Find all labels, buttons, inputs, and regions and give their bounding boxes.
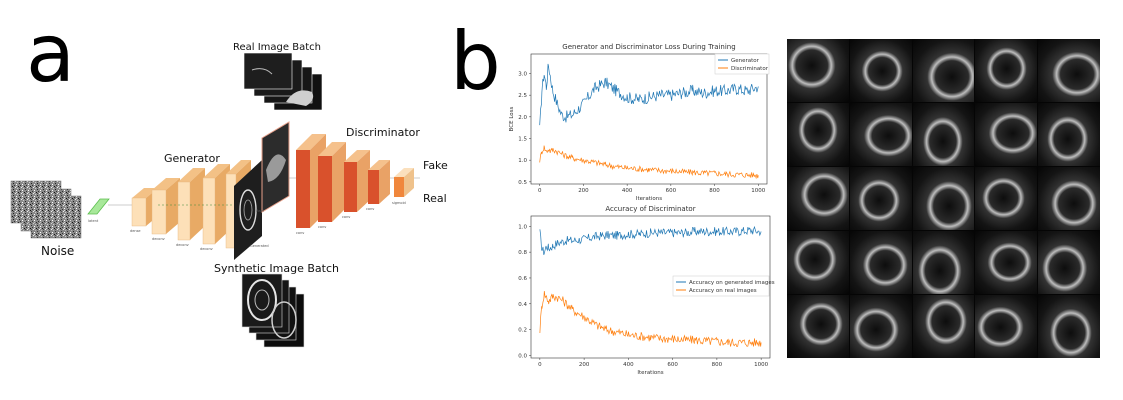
- panel-a-letter: a: [26, 7, 76, 100]
- series-line-1: [539, 225, 762, 256]
- chart-title: Accuracy of Discriminator: [605, 205, 695, 213]
- svg-text:conv: conv: [318, 225, 326, 229]
- generated-image-slab: Generated: [234, 160, 269, 260]
- generator-layers: dense deconv deconv deconv: [130, 160, 251, 251]
- svg-text:sigmoid: sigmoid: [392, 201, 406, 205]
- svg-text:conv: conv: [296, 231, 304, 235]
- x-tick-label: 800: [709, 188, 720, 194]
- y-tick-label: 1.5: [518, 137, 527, 143]
- generated-ultrasound-image: [912, 39, 975, 102]
- svg-text:conv: conv: [366, 207, 374, 211]
- x-axis-label: Iterations: [637, 370, 663, 376]
- generated-ultrasound-image: [787, 167, 849, 230]
- svg-text:conv: conv: [342, 215, 350, 219]
- generated-ultrasound-image: [1038, 231, 1100, 294]
- x-tick-label: 600: [667, 362, 678, 368]
- svg-text:Generated: Generated: [250, 244, 269, 248]
- generated-ultrasound-image: [912, 103, 975, 166]
- generated-ultrasound-image: [975, 103, 1038, 166]
- plot-frame: [530, 215, 771, 359]
- noise-label: Noise: [41, 244, 75, 258]
- svg-text:deconv: deconv: [200, 247, 213, 251]
- y-tick-label: 0.5: [518, 180, 527, 186]
- y-tick-label: 0.8: [518, 250, 527, 256]
- y-tick-label: 0.4: [518, 302, 527, 308]
- legend-box: [714, 53, 770, 75]
- generated-ultrasound-image: [787, 39, 849, 102]
- generated-ultrasound-image: [787, 103, 849, 166]
- accuracy-chart: Accuracy of Discriminator 0 200 400 600 800 10…: [518, 205, 775, 376]
- x-tick-label: 0: [538, 188, 542, 194]
- generated-ultrasound-image: [1038, 39, 1100, 102]
- chart-title: Generator and Discriminator Loss During …: [562, 43, 735, 51]
- generated-ultrasound-image: [849, 103, 912, 166]
- x-tick-label: 1000: [754, 362, 768, 368]
- generated-ultrasound-image: [849, 39, 912, 102]
- panel-b-letter: b: [450, 15, 501, 108]
- plot-frame: [530, 53, 768, 185]
- generated-ultrasound-image: [1038, 103, 1100, 166]
- y-axis-label: BCE Loss: [509, 106, 515, 131]
- generated-ultrasound-image: [1038, 295, 1100, 358]
- x-tick-label: 1000: [751, 188, 765, 194]
- real-image-batch-label: Real Image Batch: [233, 42, 321, 53]
- svg-text:deconv: deconv: [152, 237, 165, 241]
- svg-text:dense: dense: [130, 229, 141, 233]
- x-tick-label: 400: [622, 188, 633, 194]
- generator-label: Generator: [164, 152, 220, 165]
- generated-ultrasound-image: [849, 231, 912, 294]
- x-tick-label: 200: [579, 362, 590, 368]
- series-line-2: [539, 145, 759, 180]
- y-tick-label: 3.0: [518, 72, 527, 78]
- series-line-1: [539, 63, 759, 126]
- generated-ultrasound-grid: [787, 39, 1100, 358]
- generated-ultrasound-image: [975, 231, 1038, 294]
- generated-ultrasound-image: [849, 295, 912, 358]
- legend-box: [672, 275, 770, 297]
- x-tick-label: 0: [538, 362, 542, 368]
- x-tick-label: 600: [666, 188, 677, 194]
- gan-architecture-diagram: latent dense deconv deconv deconv Genera…: [10, 52, 420, 348]
- legend-entry: Accuracy on generated images: [689, 280, 775, 286]
- generated-ultrasound-image: [912, 231, 975, 294]
- real-image-slab: Real: [256, 121, 290, 213]
- generated-ultrasound-image: [1038, 167, 1100, 230]
- fake-output-label: Fake: [423, 159, 448, 172]
- y-tick-label: 0.0: [518, 353, 527, 359]
- svg-text:Real: Real: [256, 209, 264, 213]
- noise-image-stack: [10, 180, 82, 239]
- generated-ultrasound-image: [975, 167, 1038, 230]
- generated-ultrasound-image: [912, 295, 975, 358]
- x-tick-label: 800: [712, 362, 723, 368]
- x-tick-label: 200: [578, 188, 589, 194]
- y-tick-label: 2.0: [518, 115, 527, 121]
- discriminator-layers: conv conv conv conv sigmoid: [289, 134, 420, 235]
- generated-ultrasound-image: [849, 167, 912, 230]
- loss-chart: Generator and Discriminator Loss During …: [509, 43, 770, 202]
- legend-entry: Accuracy on real images: [689, 288, 757, 294]
- y-tick-label: 0.2: [518, 328, 527, 334]
- svg-text:deconv: deconv: [176, 243, 189, 247]
- legend-entry: Discriminator: [731, 66, 769, 72]
- y-tick-label: 2.5: [518, 93, 527, 99]
- legend-entry: Generator: [731, 58, 760, 64]
- generated-ultrasound-image: [787, 231, 849, 294]
- generated-ultrasound-image: [787, 295, 849, 358]
- discriminator-label: Discriminator: [346, 126, 420, 139]
- synthetic-image-batch-stack: [241, 273, 305, 348]
- y-tick-label: 0.6: [518, 276, 527, 282]
- latent-vector: latent: [87, 198, 110, 223]
- real-output-label: Real: [423, 192, 447, 205]
- x-tick-label: 400: [623, 362, 634, 368]
- real-image-batch-stack: [243, 52, 323, 111]
- synthetic-image-batch-label: Synthetic Image Batch: [214, 262, 339, 275]
- svg-text:latent: latent: [88, 219, 99, 223]
- generated-ultrasound-image: [975, 295, 1038, 358]
- y-tick-label: 1.0: [518, 158, 527, 164]
- x-axis-label: Iterations: [636, 196, 662, 202]
- generated-ultrasound-image: [912, 167, 975, 230]
- series-line-2: [539, 290, 762, 347]
- y-tick-label: 1.0: [518, 224, 527, 230]
- generated-ultrasound-image: [975, 39, 1038, 102]
